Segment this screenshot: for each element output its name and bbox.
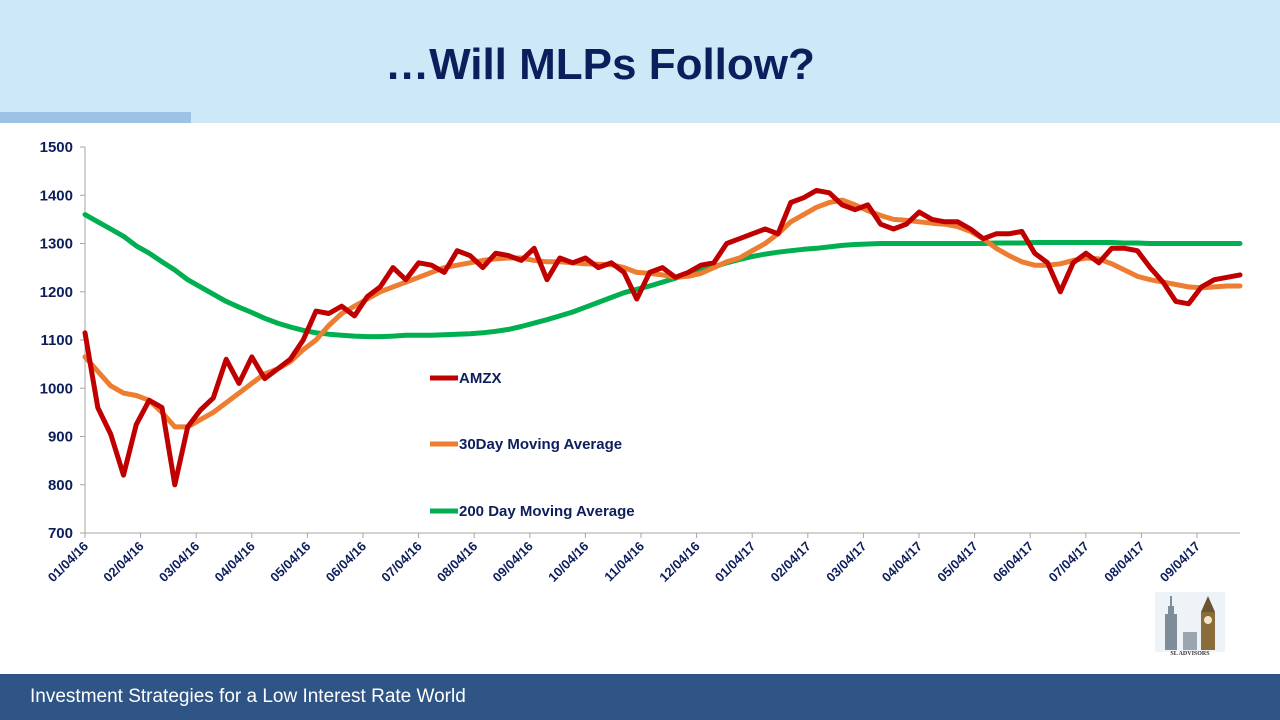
x-tick-label: 03/04/17: [823, 539, 869, 585]
x-tick-label: 01/04/17: [712, 539, 758, 585]
x-tick-label: 04/04/16: [212, 539, 258, 585]
y-tick-label: 900: [48, 429, 73, 446]
x-tick-label: 06/04/16: [323, 539, 369, 585]
x-tick-label: 04/04/17: [879, 539, 925, 585]
y-tick-label: 1200: [40, 284, 73, 301]
x-tick-label: 05/04/17: [934, 539, 980, 585]
y-tick-label: 1000: [40, 380, 73, 397]
x-tick-label: 10/04/16: [545, 539, 591, 585]
legend-label: 30Day Moving Average: [459, 436, 622, 453]
x-tick-label: 11/04/16: [601, 539, 647, 585]
title-banner: [0, 0, 1280, 123]
x-tick-label: 09/04/16: [490, 539, 536, 585]
x-tick-label: 08/04/16: [434, 539, 480, 585]
x-tick-label: 02/04/17: [768, 539, 814, 585]
x-tick-label: 07/04/17: [1046, 539, 1092, 585]
sl-advisors-logo: [1155, 592, 1225, 652]
y-tick-label: 1400: [40, 187, 73, 204]
y-tick-label: 700: [48, 525, 73, 542]
footer-bar: Investment Strategies for a Low Interest…: [0, 674, 1280, 720]
title-accent-bar: [0, 112, 191, 123]
y-tick-label: 1500: [40, 139, 73, 156]
series-line-ma200: [82, 212, 1243, 340]
footer-text: Investment Strategies for a Low Interest…: [30, 686, 466, 707]
x-tick-label: 03/04/16: [156, 539, 202, 585]
legend-label: 200 Day Moving Average: [459, 503, 635, 520]
x-tick-label: 09/04/17: [1157, 539, 1203, 585]
x-tick-label: 02/04/16: [100, 539, 146, 585]
logo-text: SL ADVISORS: [1170, 651, 1210, 657]
y-tick-label: 1100: [40, 332, 73, 349]
series-line-amzx: [82, 187, 1243, 488]
y-axis-ticks: 700 800 900 1000 1100 1200 1300 1400 1500: [40, 139, 85, 542]
x-tick-label: 01/04/16: [45, 539, 91, 585]
x-tick-label: 07/04/16: [378, 539, 424, 585]
series-lines: [82, 187, 1243, 488]
x-tick-label: 12/04/16: [656, 539, 702, 585]
x-tick-label: 06/04/17: [990, 539, 1036, 585]
slide-title: …Will MLPs Follow?: [385, 40, 815, 89]
x-tick-label: 08/04/17: [1101, 539, 1147, 585]
legend: AMZX 30Day Moving Average 200 Day Moving A…: [430, 370, 635, 520]
x-axis-ticks: 01/04/16 02/04/16 03/04/16 04/04/16 05/04/16…: [45, 533, 1203, 585]
legend-label: AMZX: [459, 370, 502, 387]
x-tick-label: 05/04/16: [267, 539, 313, 585]
y-tick-label: 800: [48, 477, 73, 494]
y-tick-label: 1300: [40, 236, 73, 253]
line-chart: 700 800 900 1000 1100 1200 1300 1400 1500 01/04/…: [40, 139, 1243, 585]
